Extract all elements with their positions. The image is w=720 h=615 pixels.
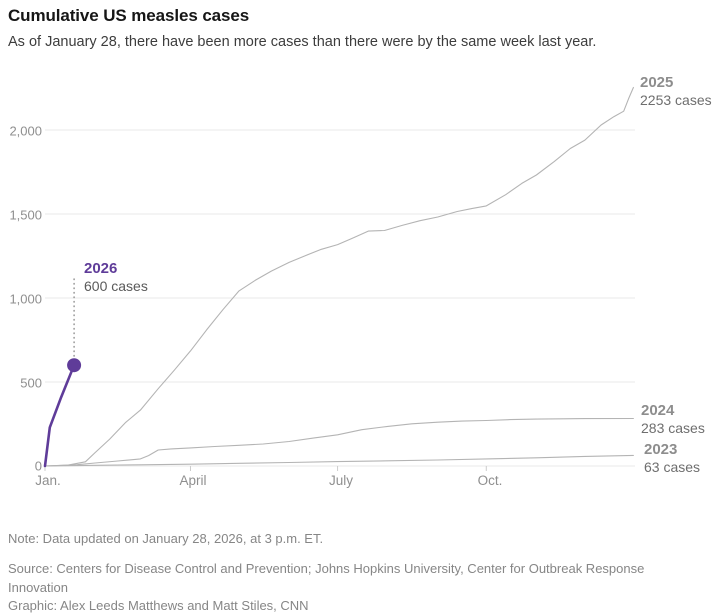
y-tick-2000: 2,000 <box>9 123 42 139</box>
x-tick-oct: Oct. <box>477 473 503 488</box>
series-year-2024: 2024 <box>641 402 675 419</box>
series-year-2026: 2026 <box>84 260 118 277</box>
y-tick-0: 0 <box>34 458 42 474</box>
series-line-2026 <box>43 363 76 468</box>
series-line-2025 <box>44 86 634 467</box>
series-value-2025: 2253 cases <box>640 91 712 108</box>
page-title: Cumulative US measles cases <box>8 6 250 25</box>
y-tick-1000: 1,000 <box>9 291 42 307</box>
source-text: Source: Centers for Disease Control and … <box>8 561 645 595</box>
series-value-2024: 283 cases <box>641 419 705 436</box>
series-line-2024 <box>44 417 634 467</box>
x-tick-april: April <box>179 473 207 488</box>
series-label-2026: 2026 600 cases <box>84 260 148 295</box>
series-label-2023: 2023 63 cases <box>644 441 700 476</box>
chart-subtitle: As of January 28, there have been more c… <box>8 34 597 50</box>
series-label-2024: 2024 283 cases <box>641 402 705 437</box>
y-tick-500: 500 <box>20 375 42 391</box>
series-label-2025: 2025 2253 cases <box>640 74 712 109</box>
series-value-2026: 600 cases <box>84 277 148 294</box>
graphic-credit-text: Graphic: Alex Leeds Matthews and Matt St… <box>8 598 309 613</box>
series-line-2023 <box>44 454 634 467</box>
x-tick-jan: Jan. <box>35 473 61 488</box>
note-text: Note: Data updated on January 28, 2026, … <box>8 531 324 546</box>
y-tick-1500: 1,500 <box>9 207 42 223</box>
series-year-2023: 2023 <box>644 441 678 458</box>
series-year-2025: 2025 <box>640 74 674 91</box>
series-value-2023: 63 cases <box>644 458 701 475</box>
latest-point-marker-2026 <box>67 358 82 373</box>
x-tick-july: July <box>328 473 354 488</box>
